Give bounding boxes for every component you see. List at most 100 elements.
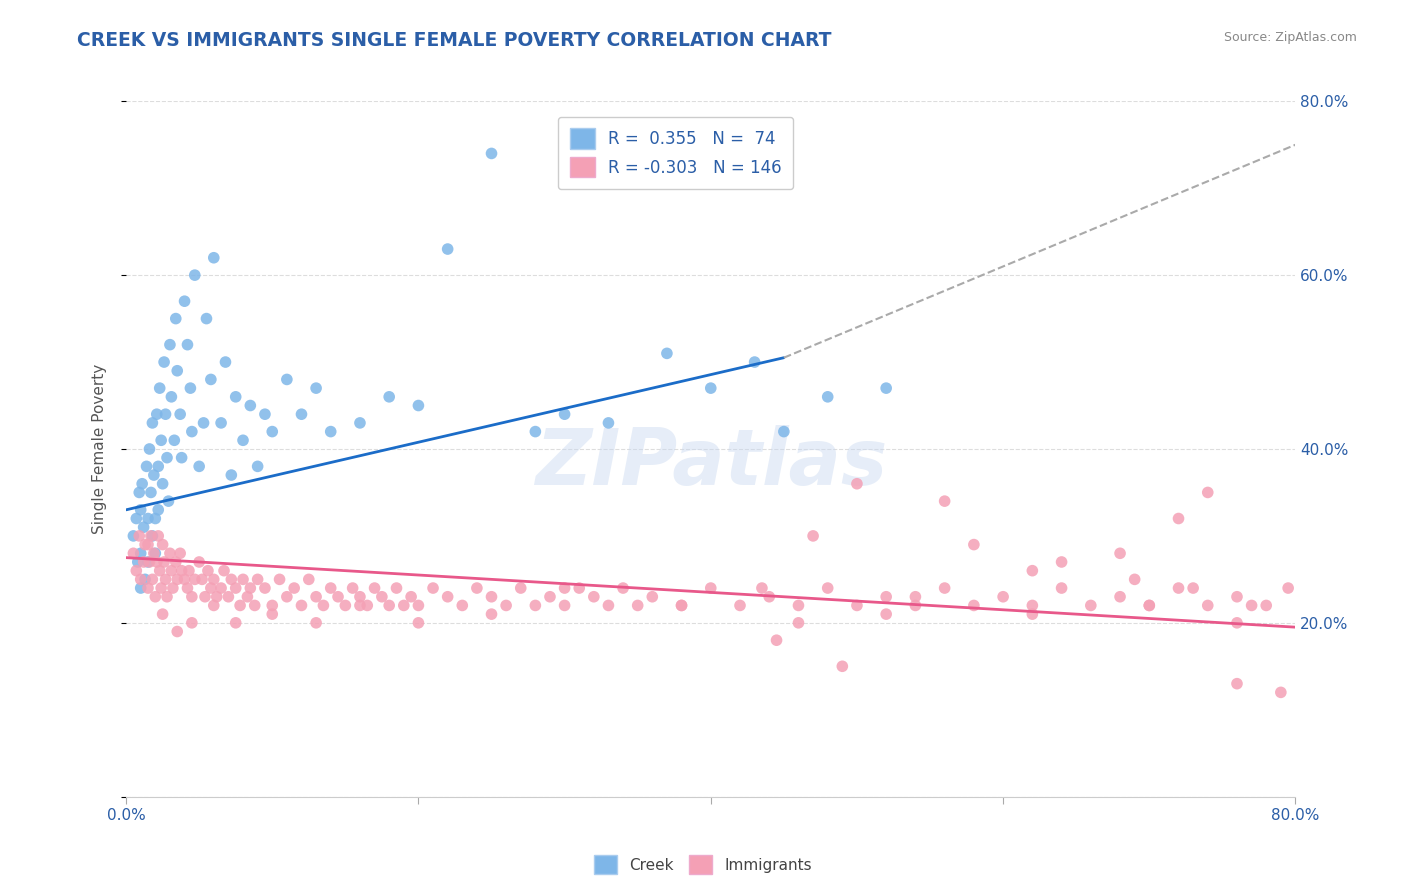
Point — [298, 573, 321, 587]
Point — [156, 590, 179, 604]
Point — [221, 468, 243, 483]
Point — [146, 407, 169, 421]
Point — [148, 529, 170, 543]
Point — [1021, 599, 1043, 613]
Point — [1137, 599, 1160, 613]
Point — [524, 599, 547, 613]
Point — [342, 581, 364, 595]
Point — [188, 555, 211, 569]
Point — [568, 581, 591, 595]
Point — [232, 573, 254, 587]
Point — [1109, 590, 1132, 604]
Point — [305, 615, 328, 630]
Point — [139, 485, 162, 500]
Point — [538, 590, 561, 604]
Point — [150, 581, 173, 595]
Point — [143, 590, 166, 604]
Point — [371, 590, 394, 604]
Point — [128, 485, 150, 500]
Point — [1182, 581, 1205, 595]
Point — [134, 573, 156, 587]
Point — [1050, 581, 1073, 595]
Text: CREEK VS IMMIGRANTS SINGLE FEMALE POVERTY CORRELATION CHART: CREEK VS IMMIGRANTS SINGLE FEMALE POVERT… — [77, 31, 832, 50]
Point — [509, 581, 531, 595]
Point — [141, 529, 163, 543]
Point — [845, 476, 868, 491]
Y-axis label: Single Female Poverty: Single Female Poverty — [93, 364, 107, 534]
Point — [129, 581, 152, 595]
Point — [787, 599, 810, 613]
Point — [221, 573, 243, 587]
Point — [153, 355, 176, 369]
Point — [209, 581, 232, 595]
Point — [180, 425, 202, 439]
Point — [1256, 599, 1278, 613]
Point — [290, 599, 312, 613]
Point — [148, 503, 170, 517]
Point — [225, 581, 247, 595]
Point — [349, 416, 371, 430]
Point — [845, 599, 868, 613]
Point — [197, 564, 219, 578]
Point — [319, 425, 342, 439]
Point — [239, 399, 262, 413]
Point — [194, 590, 217, 604]
Point — [290, 407, 312, 421]
Point — [225, 615, 247, 630]
Point — [1080, 599, 1102, 613]
Point — [152, 607, 174, 621]
Point — [253, 581, 276, 595]
Point — [188, 459, 211, 474]
Point — [991, 590, 1014, 604]
Point — [1197, 485, 1219, 500]
Point — [481, 590, 503, 604]
Point — [349, 599, 371, 613]
Point — [165, 311, 187, 326]
Point — [598, 416, 620, 430]
Point — [262, 599, 284, 613]
Point — [481, 607, 503, 621]
Point — [125, 564, 148, 578]
Point — [200, 372, 222, 386]
Point — [243, 599, 266, 613]
Point — [495, 599, 517, 613]
Point — [312, 599, 335, 613]
Point — [671, 599, 693, 613]
Point — [202, 599, 225, 613]
Point — [627, 599, 650, 613]
Point — [143, 546, 166, 560]
Point — [132, 520, 155, 534]
Point — [157, 494, 180, 508]
Point — [184, 573, 207, 587]
Point — [904, 590, 927, 604]
Point — [1167, 511, 1189, 525]
Point — [239, 581, 262, 595]
Point — [138, 555, 160, 569]
Point — [214, 355, 236, 369]
Point — [165, 555, 187, 569]
Point — [1137, 599, 1160, 613]
Point — [217, 590, 239, 604]
Point — [363, 581, 385, 595]
Point — [138, 442, 160, 456]
Point — [751, 581, 773, 595]
Point — [598, 599, 620, 613]
Point — [1197, 599, 1219, 613]
Point — [436, 242, 458, 256]
Point — [408, 599, 430, 613]
Point — [349, 590, 371, 604]
Point — [1021, 607, 1043, 621]
Point — [422, 581, 444, 595]
Point — [831, 659, 853, 673]
Point — [1167, 581, 1189, 595]
Point — [934, 581, 956, 595]
Point — [728, 599, 751, 613]
Point — [335, 599, 357, 613]
Point — [200, 581, 222, 595]
Point — [166, 364, 188, 378]
Point — [700, 581, 723, 595]
Point — [326, 590, 349, 604]
Point — [554, 599, 576, 613]
Point — [131, 476, 153, 491]
Point — [122, 529, 145, 543]
